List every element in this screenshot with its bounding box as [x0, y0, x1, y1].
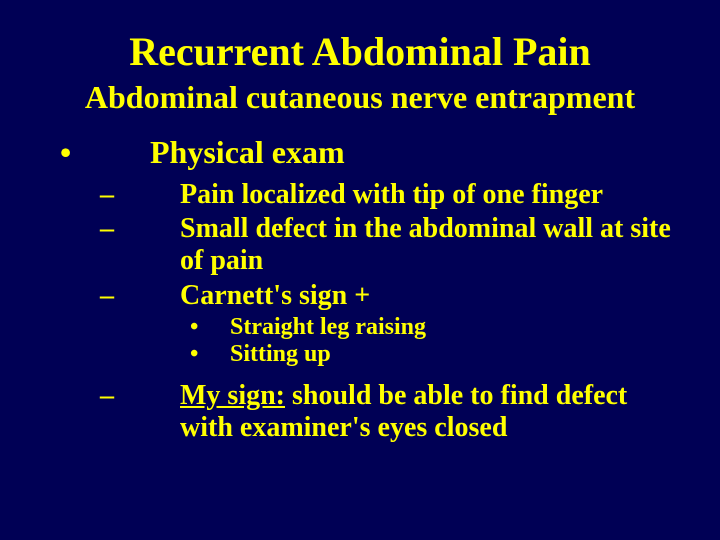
level2-item: – Pain localized with tip of one finger [100, 179, 680, 211]
level3-item: • Straight leg raising [190, 314, 680, 341]
level2-item: – Carnett's sign + [100, 280, 680, 312]
bullet-icon: • [190, 314, 230, 341]
level1-text: Physical exam [150, 134, 345, 171]
level2-item: – My sign: should be able to find defect… [100, 380, 680, 444]
bullet-icon: • [190, 341, 230, 368]
level2-text: Small defect in the abdominal wall at si… [180, 213, 680, 277]
level3-text: Straight leg raising [230, 314, 426, 341]
level2-text: Pain localized with tip of one finger [180, 179, 680, 211]
level2-text: My sign: should be able to find defect w… [180, 380, 680, 444]
underlined-text: My sign: [180, 380, 285, 411]
level3-text: Sitting up [230, 341, 331, 368]
slide-subtitle: Abdominal cutaneous nerve entrapment [40, 79, 680, 116]
bullet-icon: • [40, 134, 150, 171]
level2-text: Carnett's sign + [180, 280, 680, 312]
dash-icon: – [100, 213, 180, 277]
level3-item: • Sitting up [190, 341, 680, 368]
dash-icon: – [100, 280, 180, 312]
dash-icon: – [100, 179, 180, 211]
slide-title: Recurrent Abdominal Pain [40, 28, 680, 75]
level1-item: • Physical exam [40, 134, 680, 171]
dash-icon: – [100, 380, 180, 444]
level2-item: – Small defect in the abdominal wall at … [100, 213, 680, 277]
